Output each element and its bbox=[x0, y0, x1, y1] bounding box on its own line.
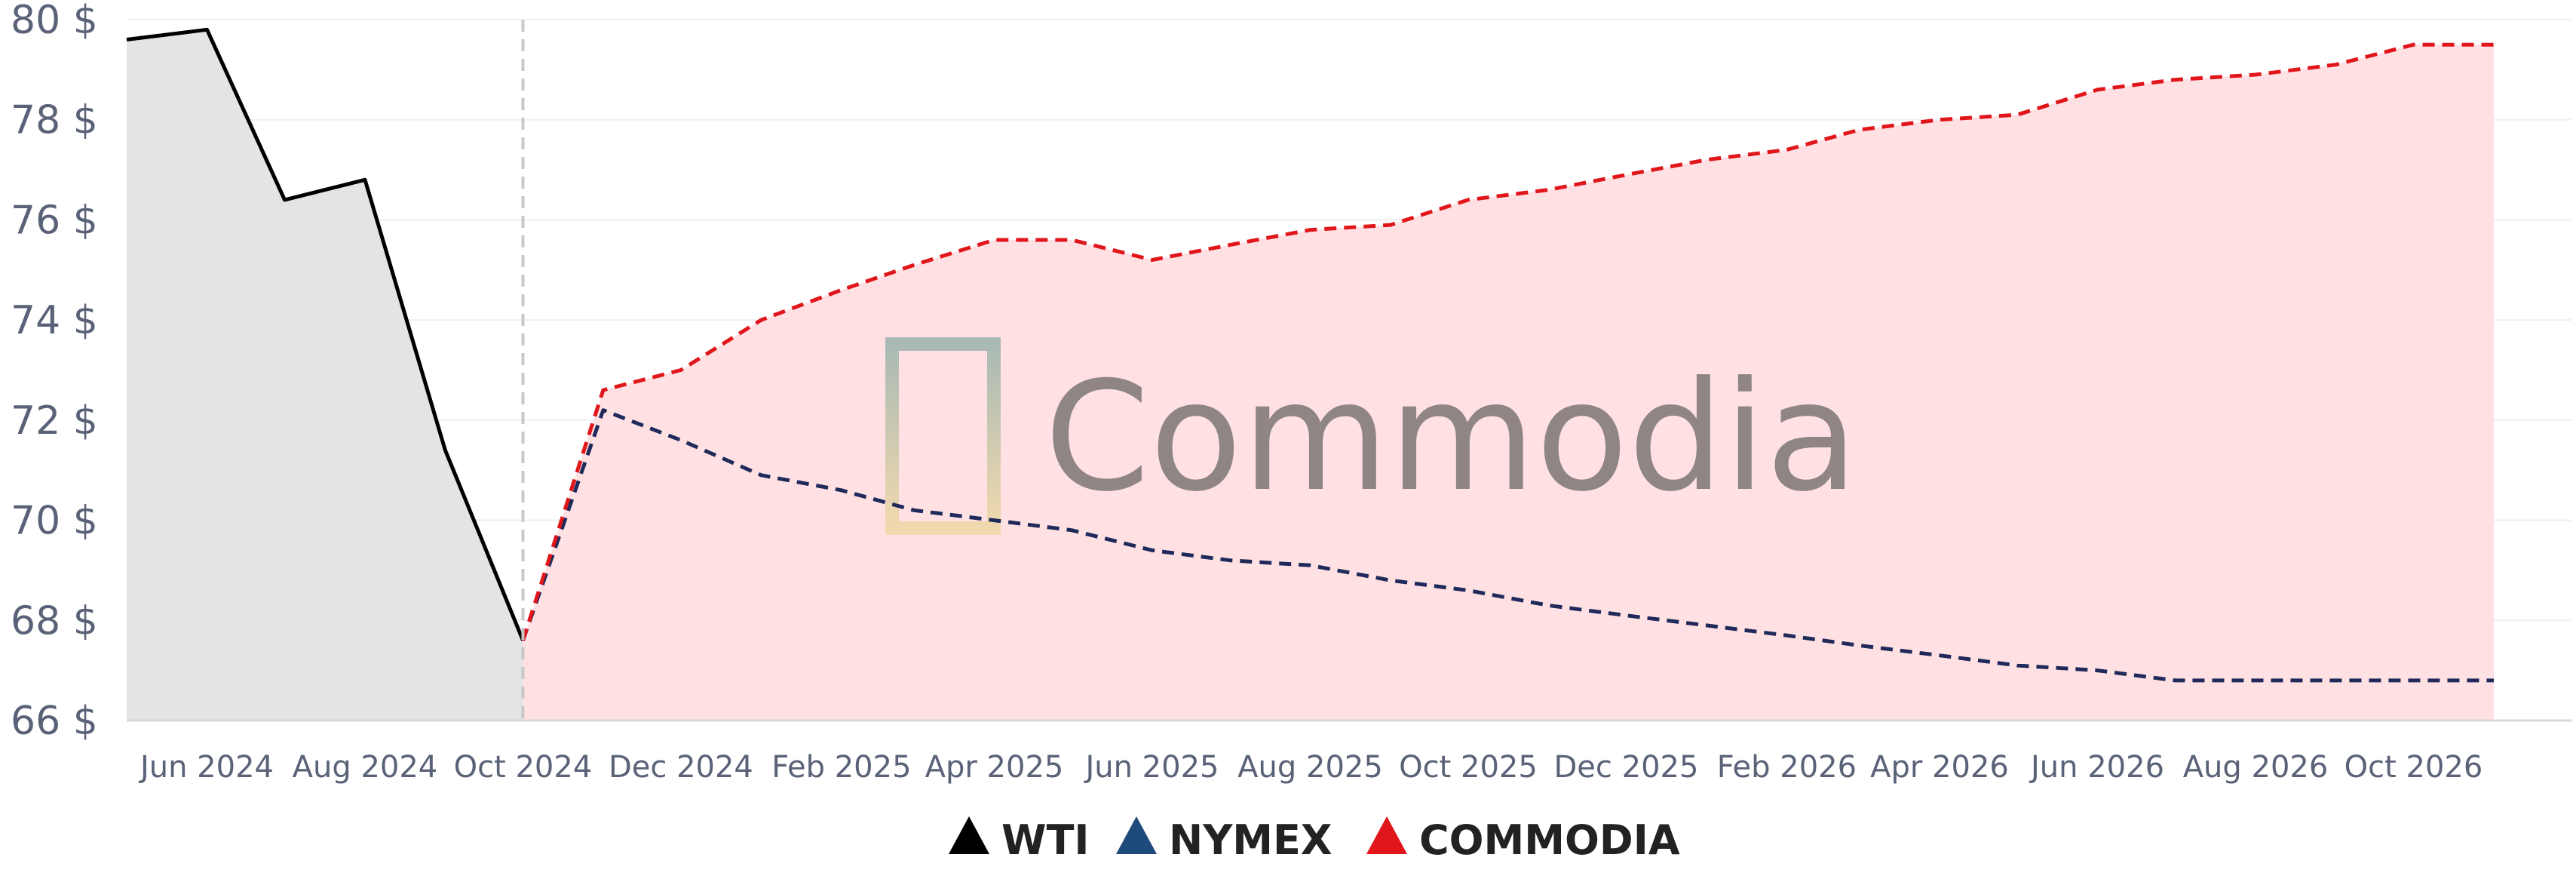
series-line-wti bbox=[126, 27, 525, 641]
legend-item-commodia: COMMODIA bbox=[1366, 816, 1680, 864]
y-tick-label: 72 $ bbox=[11, 398, 98, 444]
series-line-commodia bbox=[521, 42, 2494, 641]
legend-triangle-icon bbox=[1116, 816, 1157, 854]
x-tick-label: Apr 2025 bbox=[925, 750, 1064, 785]
x-tick-label: Aug 2025 bbox=[1237, 750, 1383, 785]
x-tick-label: Feb 2025 bbox=[771, 750, 911, 785]
x-tick-label: Dec 2025 bbox=[1554, 750, 1699, 785]
series-line-nymex bbox=[521, 408, 2494, 683]
y-tick-label: 70 $ bbox=[11, 499, 98, 544]
legend-item-wti: WTI bbox=[949, 816, 1090, 864]
watermark-text: Commodia bbox=[1044, 349, 1858, 525]
watermark: Commodia bbox=[885, 337, 1858, 535]
x-tick-label: Apr 2026 bbox=[1870, 750, 2009, 785]
series-area-commodia bbox=[523, 45, 2494, 721]
x-tick-label: Feb 2026 bbox=[1717, 750, 1857, 785]
x-tick-label: Jun 2026 bbox=[2029, 750, 2164, 785]
series-fills bbox=[127, 29, 2494, 721]
y-tick-label: 78 $ bbox=[11, 98, 98, 143]
legend-triangle-icon bbox=[949, 816, 989, 854]
legend-label: COMMODIA bbox=[1419, 816, 1680, 864]
legend-label: WTI bbox=[1001, 816, 1090, 864]
y-tick-label: 76 $ bbox=[11, 198, 98, 243]
y-tick-label: 74 $ bbox=[11, 298, 98, 343]
x-tick-label: Aug 2024 bbox=[293, 750, 438, 785]
y-tick-label: 68 $ bbox=[11, 598, 98, 644]
x-tick-label: Jun 2025 bbox=[1083, 750, 1219, 785]
x-axis: Jun 2024 Aug 2024 Oct 2024 Dec 2024 Feb 2025… bbox=[138, 750, 2482, 785]
x-tick-label: Jun 2024 bbox=[138, 750, 274, 785]
x-tick-label: Oct 2026 bbox=[2344, 750, 2483, 785]
series-area-wti bbox=[127, 29, 523, 721]
watermark-logo-icon bbox=[885, 337, 1001, 535]
legend-label: NYMEX bbox=[1169, 816, 1332, 864]
y-tick-label: 80 $ bbox=[11, 0, 98, 43]
legend-item-nymex: NYMEX bbox=[1116, 816, 1332, 864]
x-tick-label: Dec 2024 bbox=[609, 750, 753, 785]
x-tick-label: Aug 2026 bbox=[2183, 750, 2329, 785]
y-tick-label: 66 $ bbox=[11, 699, 98, 744]
y-axis: 66 $ 68 $ 70 $ 72 $ 74 $ 76 $ 78 $ 80 $ bbox=[11, 0, 98, 744]
x-tick-label: Oct 2025 bbox=[1399, 750, 1538, 785]
legend: WTI NYMEX COMMODIA bbox=[949, 816, 1680, 864]
x-tick-label: Oct 2024 bbox=[454, 750, 593, 785]
series-lines bbox=[126, 27, 2494, 683]
legend-triangle-icon bbox=[1366, 816, 1407, 854]
